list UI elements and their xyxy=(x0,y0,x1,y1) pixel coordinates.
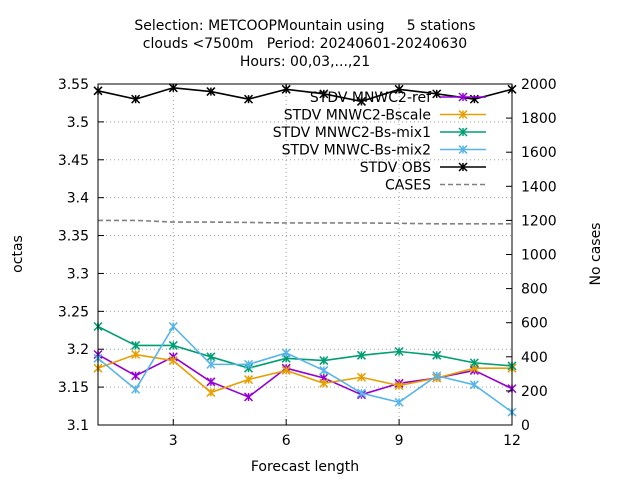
data-point xyxy=(394,381,404,391)
legend-label: CASES xyxy=(385,178,431,194)
y-tick-label: 3.1 xyxy=(67,418,89,434)
y-tick-label: 3.25 xyxy=(58,304,89,320)
series-3 xyxy=(93,321,517,417)
data-point xyxy=(356,388,366,398)
title-line-3: Hours: 00,03,...,21 xyxy=(240,54,370,70)
data-point xyxy=(319,378,329,388)
x-tick-label: 12 xyxy=(503,433,521,449)
data-point xyxy=(281,348,291,358)
series-line xyxy=(97,325,513,369)
series-line xyxy=(97,86,513,103)
data-point xyxy=(394,346,404,357)
data-point xyxy=(356,350,366,360)
plot-series xyxy=(93,83,517,417)
y2-tick-label: 600 xyxy=(521,316,548,332)
data-point xyxy=(356,372,366,382)
data-point xyxy=(168,356,178,366)
y2-tick-label: 2000 xyxy=(521,77,557,93)
data-point xyxy=(319,365,329,375)
data-point xyxy=(168,321,178,332)
y-tick-label: 3.45 xyxy=(58,153,89,169)
data-point xyxy=(432,371,442,381)
y2-tick-label: 0 xyxy=(521,418,530,434)
y2-tick-label: 800 xyxy=(521,282,548,298)
legend-marker xyxy=(458,127,468,137)
x-tick-label: 6 xyxy=(282,433,291,449)
legend-label: STDV MNWC2-Bscale xyxy=(284,108,431,124)
y-tick-label: 3.4 xyxy=(67,191,89,207)
chart-title: Selection: METCOOPMountain using 5 stati… xyxy=(134,18,475,70)
data-point xyxy=(131,340,141,350)
legend-entry-1: STDV MNWC2-Bscale xyxy=(284,108,486,124)
legend-marker xyxy=(458,144,468,155)
data-point xyxy=(319,89,329,99)
y-axis-label: octas xyxy=(10,235,26,273)
legend-entry-5: CASES xyxy=(385,178,486,194)
series-4 xyxy=(93,83,517,106)
legend-marker xyxy=(458,92,468,102)
data-point xyxy=(244,359,254,369)
data-point xyxy=(244,94,254,104)
y-tick-label: 3.35 xyxy=(58,229,89,245)
series-line xyxy=(97,325,513,413)
title-line-1: Selection: METCOOPMountain using 5 stati… xyxy=(134,18,475,34)
x-axis-label: Forecast length xyxy=(251,459,359,475)
legend-marker xyxy=(458,109,468,120)
y-tick-label: 3.5 xyxy=(67,115,89,131)
data-point xyxy=(432,89,442,99)
legend-marker xyxy=(458,162,468,172)
legend-entry-3: STDV MNWC-Bs-mix2 xyxy=(282,143,486,159)
y-tick-label: 3.3 xyxy=(67,266,89,282)
data-point xyxy=(469,358,479,368)
y2-tick-label: 200 xyxy=(521,384,548,400)
data-point xyxy=(131,94,141,104)
data-point xyxy=(206,352,216,362)
y2-tick-label: 1400 xyxy=(521,179,557,195)
y-tick-label: 3.15 xyxy=(58,380,89,396)
series-1 xyxy=(93,349,517,397)
y2-tick-label: 1000 xyxy=(521,248,557,264)
data-point xyxy=(131,384,141,394)
data-point xyxy=(469,380,479,390)
data-point xyxy=(356,96,366,106)
data-point xyxy=(131,349,141,360)
y2-axis-label: No cases xyxy=(588,223,604,286)
grid xyxy=(98,84,512,425)
y2-tick-label: 1200 xyxy=(521,213,557,229)
data-point xyxy=(281,365,291,375)
series-line xyxy=(98,219,512,225)
data-point xyxy=(244,392,254,402)
y2-tick-label: 1800 xyxy=(521,111,557,127)
data-point xyxy=(432,350,442,360)
title-line-2: clouds <7500m Period: 20240601-20240630 xyxy=(143,36,467,52)
data-point xyxy=(244,375,254,385)
y-tick-label: 3.55 xyxy=(58,77,89,93)
legend-label: STDV MNWC2-ref xyxy=(310,90,432,106)
data-point xyxy=(319,356,329,366)
data-point xyxy=(206,377,216,387)
legend-label: STDV MNWC2-Bs-mix1 xyxy=(273,125,431,141)
data-point xyxy=(206,387,216,397)
y2-tick-label: 1600 xyxy=(521,145,557,161)
y-tick-label: 3.2 xyxy=(67,342,89,358)
legend-label: STDV MNWC-Bs-mix2 xyxy=(282,143,431,159)
y2-tick-label: 400 xyxy=(521,350,548,366)
series-5 xyxy=(98,219,512,225)
x-tick-label: 9 xyxy=(395,433,404,449)
legend-entry-0: STDV MNWC2-ref xyxy=(310,90,486,106)
data-point xyxy=(168,340,178,350)
data-point xyxy=(206,359,216,369)
legend-label: STDV OBS xyxy=(360,160,431,176)
legend-entry-4: STDV OBS xyxy=(360,160,486,176)
legend-entry-2: STDV MNWC2-Bs-mix1 xyxy=(273,125,486,141)
axes: 3.1 3.15 3.2 3.25 3.3 3.35 3.4 3.45 3.5 3.55 0 200 4… xyxy=(58,77,557,449)
data-point xyxy=(206,87,216,97)
series-line xyxy=(97,353,512,394)
data-point xyxy=(394,397,404,407)
x-tick-label: 3 xyxy=(169,433,178,449)
data-point xyxy=(131,371,141,381)
